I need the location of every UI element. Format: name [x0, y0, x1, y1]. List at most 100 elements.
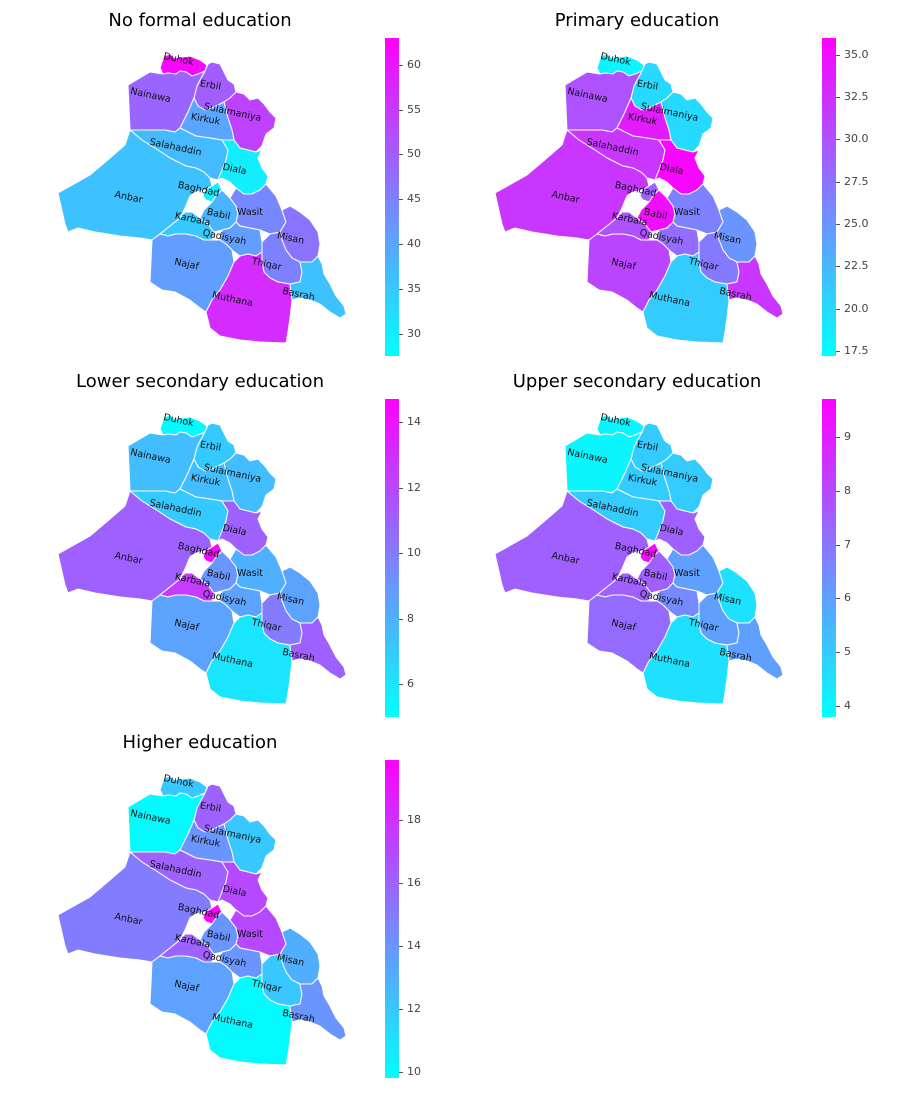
region-label-najaf: Najaf — [610, 618, 637, 634]
colorbar-tick-label: 12 — [407, 1002, 421, 1015]
colorbar-tick-label: 17.5 — [844, 344, 869, 357]
region-label-babil: Babil — [206, 568, 231, 584]
colorbar-tick-label: 14 — [407, 415, 421, 428]
choropleth-map: DuhokErbilSulaimaniyaNainawaKirkukSalaha… — [57, 773, 347, 1066]
colorbar-tick-label: 8 — [407, 612, 414, 625]
colorbar-tick-label: 30.0 — [844, 132, 869, 145]
colorbar — [385, 760, 399, 1078]
colorbar-tick-mark — [399, 619, 403, 620]
colorbar-tick-mark — [836, 351, 840, 352]
region-najaf[interactable] — [149, 955, 235, 1035]
region-label-wasit: Wasit — [237, 929, 263, 940]
map-title: Upper secondary education — [512, 371, 762, 392]
colorbar-tick-label: 22.5 — [844, 259, 869, 272]
colorbar-tick-label: 10 — [407, 546, 421, 559]
region-label-kirkuk: Kirkuk — [190, 112, 221, 128]
colorbar-tick-mark — [836, 182, 840, 183]
region-najaf[interactable] — [586, 233, 672, 313]
colorbar-tick-mark — [399, 244, 403, 245]
colorbar-tick-label: 50 — [407, 147, 421, 160]
region-label-wasit: Wasit — [674, 568, 700, 579]
region-label-erbil: Erbil — [199, 800, 222, 815]
region-label-erbil: Erbil — [636, 439, 659, 454]
colorbar-tick-label: 9 — [844, 430, 851, 443]
colorbar-tick-mark — [836, 437, 840, 438]
map-panel-higher: Higher education Duhok Erbil Sulaimaniya Na… — [0, 722, 440, 1082]
region-label-kirkuk: Kirkuk — [190, 834, 221, 850]
colorbar-tick-mark — [836, 309, 840, 310]
region-label-kirkuk: Kirkuk — [627, 112, 658, 128]
colorbar-tick-mark — [399, 1072, 403, 1073]
colorbar-tick-label: 5 — [844, 645, 851, 658]
region-label-erbil: Erbil — [199, 439, 222, 454]
colorbar-tick-mark — [399, 883, 403, 884]
colorbar-tick-label: 4 — [844, 699, 851, 712]
region-label-babil: Babil — [206, 929, 231, 945]
colorbar — [822, 399, 836, 717]
region-basrah[interactable] — [289, 255, 347, 319]
colorbar-tick-label: 35 — [407, 282, 421, 295]
colorbar-tick-label: 30 — [407, 327, 421, 340]
region-basrah[interactable] — [726, 616, 784, 680]
colorbar — [385, 38, 399, 356]
region-label-erbil: Erbil — [636, 78, 659, 93]
colorbar-tick-label: 14 — [407, 939, 421, 952]
region-label-erbil: Erbil — [199, 78, 222, 93]
colorbar-tick-label: 16 — [407, 876, 421, 889]
region-najaf[interactable] — [586, 594, 672, 674]
colorbar-tick-mark — [836, 491, 840, 492]
colorbar-tick-label: 10 — [407, 1065, 421, 1078]
region-basrah[interactable] — [289, 977, 347, 1041]
colorbar-tick-mark — [399, 1009, 403, 1010]
map-panel-no-formal: No formal education Duhok Erbil Sulaimaniy… — [0, 0, 440, 360]
choropleth-map: DuhokErbilSulaimaniyaNainawaKirkukSalaha… — [57, 51, 347, 344]
choropleth-map: DuhokErbilSulaimaniyaNainawaKirkukSalaha… — [57, 412, 347, 705]
colorbar-tick-label: 6 — [844, 591, 851, 604]
colorbar-tick-mark — [836, 97, 840, 98]
region-basrah[interactable] — [726, 255, 784, 319]
map-panel-primary: Primary education Duhok Erbil Sulaimaniya N… — [437, 0, 877, 360]
colorbar-tick-mark — [399, 946, 403, 947]
colorbar-tick-mark — [836, 224, 840, 225]
region-muthana[interactable] — [642, 251, 730, 344]
region-muthana[interactable] — [205, 251, 293, 344]
region-muthana[interactable] — [642, 612, 730, 705]
region-label-diala: Diala — [222, 162, 248, 178]
region-label-babil: Babil — [643, 207, 668, 223]
region-label-najaf: Najaf — [610, 257, 637, 273]
region-label-kirkuk: Kirkuk — [627, 473, 658, 489]
colorbar-tick-label: 6 — [407, 677, 414, 690]
colorbar-tick-label: 60 — [407, 58, 421, 71]
region-label-wasit: Wasit — [237, 207, 263, 218]
colorbar-tick-mark — [399, 289, 403, 290]
colorbar-tick-mark — [399, 553, 403, 554]
colorbar-tick-mark — [836, 139, 840, 140]
colorbar-tick-mark — [836, 598, 840, 599]
region-basrah[interactable] — [289, 616, 347, 680]
region-label-najaf: Najaf — [173, 257, 200, 273]
colorbar-tick-mark — [399, 334, 403, 335]
colorbar-tick-mark — [399, 684, 403, 685]
colorbar-tick-label: 18 — [407, 813, 421, 826]
map-title: No formal education — [108, 10, 292, 31]
region-najaf[interactable] — [149, 594, 235, 674]
region-muthana[interactable] — [205, 612, 293, 705]
map-title: Higher education — [122, 732, 278, 753]
colorbar-tick-mark — [399, 422, 403, 423]
colorbar-tick-mark — [399, 488, 403, 489]
region-label-diala: Diala — [659, 162, 685, 178]
colorbar-tick-mark — [836, 266, 840, 267]
region-label-wasit: Wasit — [237, 568, 263, 579]
region-muthana[interactable] — [205, 973, 293, 1066]
colorbar-tick-mark — [399, 199, 403, 200]
colorbar-tick-label: 32.5 — [844, 90, 869, 103]
region-label-wasit: Wasit — [674, 207, 700, 218]
region-label-babil: Babil — [206, 207, 231, 223]
colorbar-tick-mark — [399, 65, 403, 66]
colorbar-tick-label: 45 — [407, 192, 421, 205]
region-najaf[interactable] — [149, 233, 235, 313]
colorbar-tick-label: 7 — [844, 538, 851, 551]
colorbar — [822, 38, 836, 356]
region-label-babil: Babil — [643, 568, 668, 584]
colorbar-tick-mark — [399, 110, 403, 111]
